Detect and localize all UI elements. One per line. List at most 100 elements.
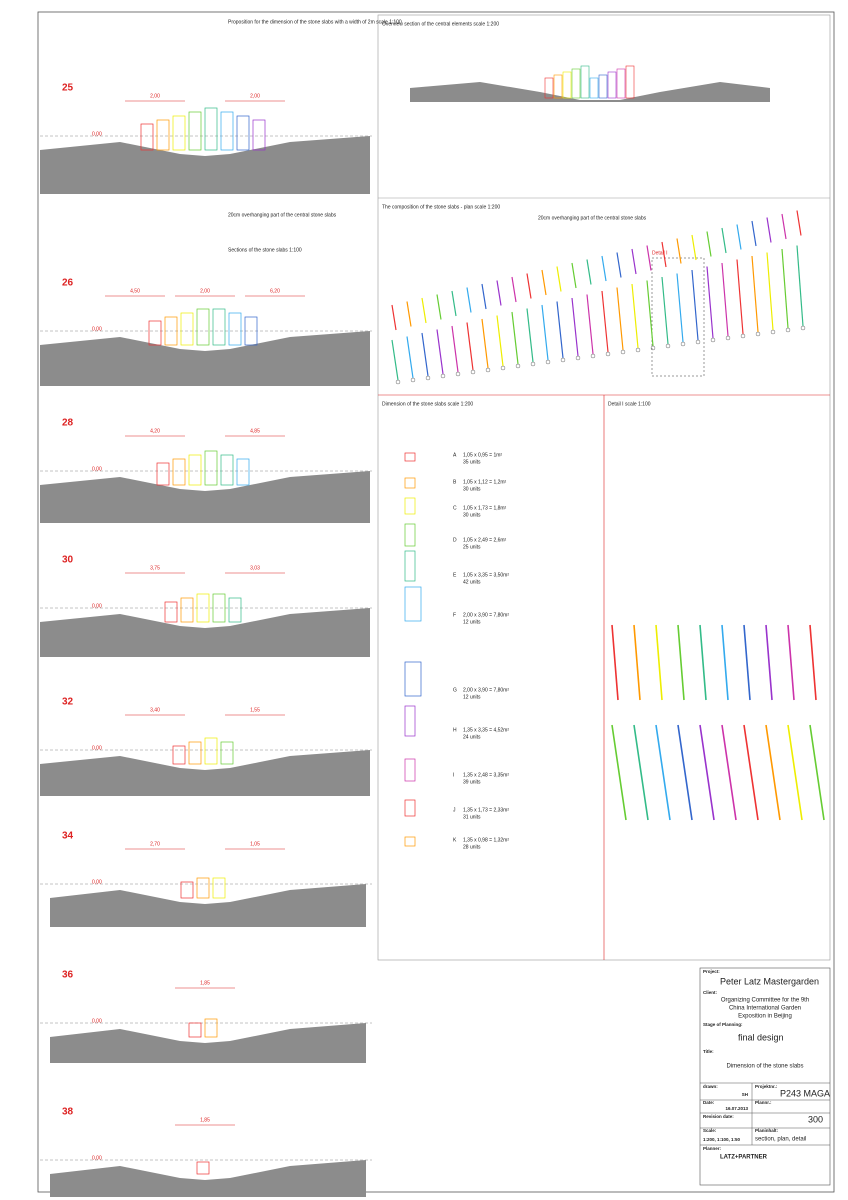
stone-slab	[562, 71, 572, 99]
slab-row	[406, 336, 414, 379]
stone-slab	[244, 316, 258, 346]
dimension-label: 1,05	[250, 841, 260, 847]
level-label: 0,00	[92, 326, 102, 332]
slab-row	[661, 276, 669, 345]
note: 20cm overhanging part of the central sto…	[228, 212, 337, 218]
slab-row	[765, 724, 781, 821]
section-number: 38	[62, 1107, 74, 1118]
item-units: 12 units	[463, 619, 481, 625]
slab-row	[556, 301, 564, 359]
slab-dot	[470, 369, 476, 375]
slab-row	[633, 724, 649, 821]
block-label: Planinhalt:	[755, 1128, 779, 1133]
slab-dot	[395, 379, 401, 385]
item-size: 1,05 x 1,73 = 1,8m²	[463, 505, 507, 511]
panel-title: The composition of the stone slabs - pla…	[382, 204, 500, 210]
slab-row	[391, 304, 397, 331]
dimension-label: 4,85	[250, 428, 260, 434]
stone-slab	[228, 312, 242, 346]
stone-slab	[236, 115, 250, 151]
slab-row	[611, 724, 627, 821]
slab-dot	[440, 373, 446, 379]
item-units: 31 units	[463, 814, 481, 820]
slab-row	[765, 624, 773, 701]
slab-row	[787, 724, 803, 821]
slab-outline	[404, 758, 416, 782]
stone-slab	[172, 458, 186, 486]
slab-row	[677, 724, 693, 821]
item-size: 2,00 x 3,90 = 7,80m²	[463, 687, 509, 693]
slab-dot	[500, 365, 506, 371]
slab-row	[721, 724, 737, 821]
stone-slab	[188, 454, 202, 486]
slab-outline	[404, 550, 416, 582]
stone-slab	[180, 312, 194, 346]
slab-row	[766, 217, 772, 243]
dimension-label: 1,85	[200, 1117, 210, 1123]
stone-slab	[180, 881, 194, 899]
section-number: 26	[62, 278, 74, 289]
item-units: 30 units	[463, 512, 481, 518]
block-label: Plannr.:	[755, 1100, 772, 1105]
item-letter: E	[453, 572, 457, 578]
note: Sections of the stone slabs 1:100	[228, 247, 302, 253]
slab-row	[646, 280, 654, 347]
stone-slab	[204, 737, 218, 765]
stone-slab	[607, 71, 617, 99]
section-number: 36	[62, 970, 74, 981]
detail-frame	[651, 257, 705, 377]
panel-title: Detail I scale 1:100	[608, 401, 651, 407]
note: 20cm overhanging part of the central sto…	[538, 215, 647, 221]
slab-dot	[485, 367, 491, 373]
ground	[40, 471, 370, 523]
stone-slab	[204, 1018, 218, 1038]
section-number: 32	[62, 697, 74, 708]
slab-row	[496, 315, 504, 367]
slab-dot	[770, 329, 776, 335]
slab-row	[781, 248, 789, 329]
slab-row	[466, 287, 472, 313]
item-letter: K	[453, 837, 457, 843]
block-label: Project:	[703, 969, 720, 974]
dimension-label: 2,00	[200, 288, 210, 294]
panel-title: Dimension of the stone slabs scale 1:200	[382, 401, 473, 407]
item-size: 1,05 x 0,95 = 1m²	[463, 452, 502, 458]
level-label: 0,00	[92, 745, 102, 751]
section-number: 30	[62, 555, 74, 566]
slab-row	[451, 325, 459, 373]
slab-row	[466, 322, 474, 371]
slab-row	[809, 624, 817, 701]
slab-row	[481, 318, 489, 369]
item-size: 1,05 x 1,12 = 1,2m²	[463, 479, 507, 485]
stone-slab	[212, 593, 226, 623]
block-label: Projektnr.:	[755, 1084, 778, 1089]
slab-row	[655, 624, 663, 701]
item-letter: F	[453, 612, 456, 618]
stone-slab	[598, 74, 608, 99]
slab-dot	[680, 341, 686, 347]
slab-row	[481, 283, 487, 310]
detail-label: Detail I	[652, 250, 668, 256]
level-label: 0,00	[92, 879, 102, 885]
header: Proposition for the dimension of the sto…	[228, 19, 402, 25]
block-label: Date:	[703, 1100, 715, 1105]
section-number: 34	[62, 831, 74, 842]
slab-row	[526, 273, 532, 299]
slab-row	[781, 213, 787, 240]
ground	[50, 884, 366, 927]
block-value: Organizing Committee for the 9th	[721, 998, 809, 1004]
slab-row	[736, 224, 742, 250]
block-label: drawn:	[703, 1084, 718, 1089]
slab-dot	[725, 335, 731, 341]
panel-title: Overview section of the central elements…	[382, 21, 499, 27]
slab-row	[436, 294, 442, 320]
slab-row	[736, 259, 744, 335]
block-value: Peter Latz Mastergarden	[720, 976, 819, 986]
stone-slab	[212, 877, 226, 899]
stone-slab	[164, 601, 178, 623]
stone-slab	[616, 68, 626, 99]
stone-slab	[220, 111, 234, 151]
slab-dot	[665, 343, 671, 349]
dimension-label: 6,20	[270, 288, 280, 294]
